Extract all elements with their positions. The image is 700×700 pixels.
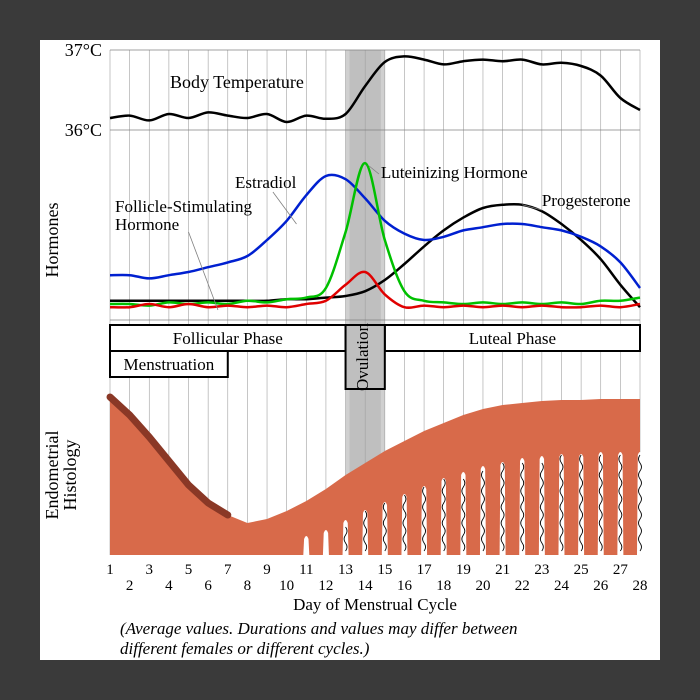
day-tick: 21 — [495, 562, 510, 578]
day-tick: 23 — [534, 562, 549, 578]
frame: 37°C 36°C Body Temperature Hormones Follicle… — [0, 0, 700, 700]
hormones-ylabel: Hormones — [42, 203, 62, 278]
day-tick: 15 — [377, 562, 392, 578]
day-tick: 14 — [358, 578, 374, 594]
chart-svg: 37°C 36°C Body Temperature Hormones Follicle… — [40, 40, 660, 660]
temp-title: Body Temperature — [170, 72, 304, 92]
day-tick: 10 — [279, 578, 294, 594]
day-tick: 4 — [165, 578, 173, 594]
xaxis-label: Day of Menstrual Cycle — [293, 595, 457, 614]
svg-text:Luteal Phase: Luteal Phase — [469, 329, 556, 348]
day-tick: 24 — [554, 578, 570, 594]
endometrium-ylabel: EndometrialHistology — [42, 431, 80, 520]
lh-label: Luteinizing Hormone — [381, 163, 528, 182]
day-tick: 22 — [515, 578, 530, 594]
day-tick: 20 — [475, 578, 490, 594]
day-tick: 25 — [574, 562, 589, 578]
ovulation-label: Ovulation — [353, 323, 372, 391]
day-tick: 7 — [224, 562, 232, 578]
fsh-label: Follicle-StimulatingHormone — [115, 197, 252, 234]
day-tick: 27 — [613, 562, 629, 578]
prog-label: Progesterone — [542, 191, 631, 210]
day-tick: 17 — [417, 562, 433, 578]
chart-panel: 37°C 36°C Body Temperature Hormones Follicle… — [40, 40, 660, 660]
temp-lo-label: 36°C — [65, 120, 102, 140]
day-tick: 11 — [299, 562, 313, 578]
day-tick: 6 — [204, 578, 212, 594]
day-tick: 26 — [593, 578, 609, 594]
day-tick: 28 — [633, 578, 648, 594]
day-tick: 8 — [244, 578, 252, 594]
estradiol-label: Estradiol — [235, 173, 297, 192]
day-tick: 1 — [106, 562, 114, 578]
day-tick: 16 — [397, 578, 413, 594]
temp-hi-label: 37°C — [65, 40, 102, 60]
day-tick: 12 — [318, 578, 333, 594]
day-tick: 5 — [185, 562, 193, 578]
day-tick: 3 — [146, 562, 154, 578]
day-tick: 13 — [338, 562, 353, 578]
day-tick: 2 — [126, 578, 134, 594]
svg-text:Menstruation: Menstruation — [124, 355, 215, 374]
footnote: (Average values. Durations and values ma… — [120, 619, 518, 658]
day-tick: 19 — [456, 562, 471, 578]
svg-text:Follicular Phase: Follicular Phase — [173, 329, 283, 348]
day-tick: 9 — [263, 562, 271, 578]
day-tick: 18 — [436, 578, 451, 594]
